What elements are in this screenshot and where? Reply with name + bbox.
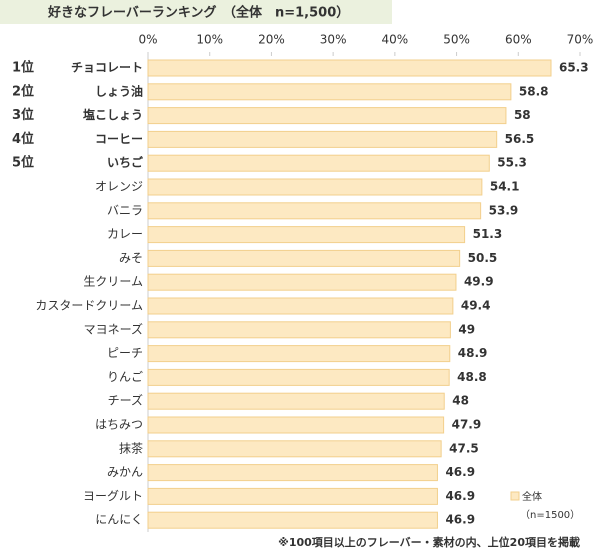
x-tick-label: 10% <box>196 33 223 47</box>
y-tick-label: カレー <box>107 227 143 241</box>
y-tick-label: 生クリーム <box>83 275 143 289</box>
bar <box>147 226 466 244</box>
bar <box>147 368 450 386</box>
y-tick-label: にんにく <box>95 513 143 527</box>
x-tick-label: 0% <box>138 33 157 47</box>
value-label: 58 <box>514 108 531 122</box>
bar <box>147 321 451 339</box>
value-label: 47.9 <box>452 418 482 432</box>
y-tick-label: みそ <box>119 251 143 265</box>
y-tick-label: 塩こしょう <box>83 107 143 122</box>
rank-label: 5位 <box>12 155 34 171</box>
bar <box>147 154 490 172</box>
rank-label: 2位 <box>12 83 34 99</box>
value-label: 49.4 <box>461 299 491 313</box>
y-tick-label: りんご <box>107 369 143 384</box>
value-label: 56.5 <box>505 132 535 146</box>
value-label: 46.9 <box>445 513 475 527</box>
y-tick-label: ピーチ <box>107 346 143 360</box>
y-tick-label: マヨネーズ <box>84 321 143 336</box>
bar <box>147 249 461 267</box>
chart-title: 好きなフレーバーランキング （全体 n=1,500） <box>47 5 349 21</box>
legend-label: 全体 <box>522 490 542 503</box>
y-tick-label: 抹茶 <box>119 440 143 455</box>
x-tick-label: 30% <box>320 33 347 47</box>
bar <box>147 107 507 125</box>
rank-label: 3位 <box>12 107 34 123</box>
bar <box>147 59 552 77</box>
y-tick-label: チョコレート <box>71 61 143 75</box>
y-tick-label: オレンジ <box>95 180 143 194</box>
value-label: 53.9 <box>489 203 519 217</box>
y-tick-label: チーズ <box>108 393 143 408</box>
x-tick-label: 60% <box>505 33 532 47</box>
bar <box>147 130 498 148</box>
legend-swatch <box>510 491 520 501</box>
bar <box>147 297 454 315</box>
bar <box>147 273 457 291</box>
title-background <box>0 0 392 24</box>
bar <box>147 511 438 529</box>
bar <box>147 416 445 434</box>
x-tick-label: 50% <box>443 33 470 47</box>
y-tick-label: カスタードクリーム <box>35 299 143 313</box>
value-label: 55.3 <box>497 156 527 170</box>
y-tick-label: ヨーグルト <box>83 489 143 503</box>
y-tick-label: いちご <box>107 155 144 170</box>
value-label: 65.3 <box>559 61 589 75</box>
rank-label: 1位 <box>12 60 34 76</box>
value-label: 51.3 <box>473 227 503 241</box>
bar <box>147 345 451 363</box>
y-tick-label: コーヒー <box>95 132 143 146</box>
bar <box>147 202 482 220</box>
footnote: ※100項目以上のフレーバー・素材の内、上位20項目を掲載 <box>278 535 580 549</box>
value-label: 48.9 <box>458 346 488 360</box>
y-tick-label: バニラ <box>107 203 143 217</box>
value-label: 48 <box>452 394 469 408</box>
x-tick-label: 20% <box>258 33 285 47</box>
value-label: 50.5 <box>468 251 498 265</box>
bar <box>147 83 512 101</box>
bar <box>147 487 438 505</box>
bar <box>147 464 438 482</box>
x-tick-label: 40% <box>382 33 409 47</box>
value-label: 46.9 <box>445 489 475 503</box>
bar <box>147 392 445 410</box>
bar <box>147 178 483 196</box>
y-tick-label: みかん <box>107 465 143 479</box>
bar <box>147 440 442 458</box>
y-tick-label: しょう油 <box>95 83 143 98</box>
value-label: 47.5 <box>449 441 479 455</box>
value-label: 54.1 <box>490 180 520 194</box>
value-label: 48.8 <box>457 370 487 384</box>
rank-label: 4位 <box>12 131 34 147</box>
value-label: 46.9 <box>445 465 475 479</box>
value-label: 49 <box>458 322 475 336</box>
value-label: 49.9 <box>464 275 494 289</box>
legend-note: （n=1500） <box>520 509 580 521</box>
x-tick-label: 70% <box>567 33 594 47</box>
y-tick-label: はちみつ <box>95 418 143 432</box>
value-label: 58.8 <box>519 84 549 98</box>
